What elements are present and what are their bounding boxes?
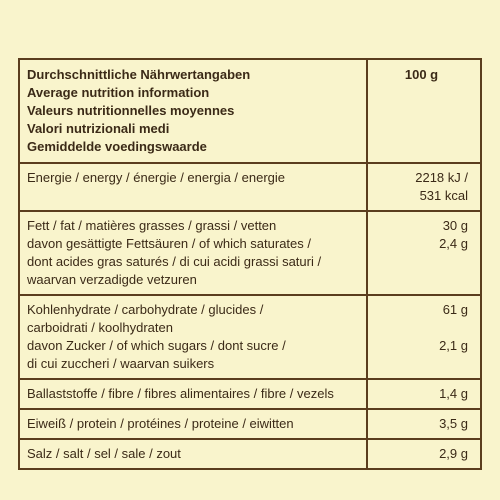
- label-line: waarvan verzadigde vetzuren: [27, 272, 197, 287]
- label-line: Kohlenhydrate / carbohydrate / glucides …: [27, 302, 264, 317]
- value-block: 2,9 g: [375, 445, 468, 463]
- value-block: 30 g: [375, 217, 468, 235]
- value-line: 531 kcal: [419, 188, 468, 203]
- label-line: dont acides gras saturés / di cui acidi …: [27, 254, 322, 269]
- nutrient-value: 30 g 2,4 g: [366, 210, 482, 296]
- nutrient-row: Fett / fat / matières grasses / grassi /…: [18, 210, 482, 296]
- value-block: 3,5 g: [375, 415, 468, 433]
- nutrient-value: 61 g 2,1 g: [366, 294, 482, 380]
- nutrient-value: 1,4 g: [366, 378, 482, 410]
- value-block: 1,4 g: [375, 385, 468, 403]
- label-block: Fett / fat / matières grasses / grassi /…: [27, 217, 359, 235]
- nutrient-label: Fett / fat / matières grasses / grassi /…: [18, 210, 368, 296]
- label-line: Fett / fat / matières grasses / grassi /…: [27, 218, 277, 233]
- value-line: 1,4 g: [439, 386, 468, 401]
- value-block: 2,1 g: [375, 337, 468, 373]
- nutrition-table: Durchschnittliche Nährwertangaben Average…: [18, 58, 482, 470]
- label-block: Salz / salt / sel / sale / zout: [27, 445, 359, 463]
- header-label: Valeurs nutritionnelles moyennes: [27, 103, 235, 118]
- nutrient-label: Ballaststoffe / fibre / fibres alimentai…: [18, 378, 368, 410]
- label-line: davon gesättigte Fettsäuren / of which s…: [27, 236, 311, 251]
- label-line: Eiweiß / protein / protéines / proteine …: [27, 416, 294, 431]
- nutrient-label: Kohlenhydrate / carbohydrate / glucides …: [18, 294, 368, 380]
- label-line: Salz / salt / sel / sale / zout: [27, 446, 181, 461]
- nutrient-row: Ballaststoffe / fibre / fibres alimentai…: [18, 378, 482, 410]
- value-line: 2,4 g: [439, 236, 468, 251]
- value-line: 30 g: [442, 218, 468, 233]
- label-block: Energie / energy / énergie / energia / e…: [27, 169, 359, 187]
- nutrient-label: Salz / salt / sel / sale / zout: [18, 438, 368, 470]
- value-block: 2218 kJ / 531 kcal: [375, 169, 468, 205]
- label-line: davon Zucker / of which sugars / dont su…: [27, 338, 286, 353]
- value-line: 3,5 g: [439, 416, 468, 431]
- label-block: davon Zucker / of which sugars / dont su…: [27, 337, 359, 373]
- label-line: Ballaststoffe / fibre / fibres alimentai…: [27, 386, 334, 401]
- value-block: 61 g: [375, 301, 468, 337]
- label-block: Eiweiß / protein / protéines / proteine …: [27, 415, 359, 433]
- nutrient-value: 2218 kJ / 531 kcal: [366, 162, 482, 212]
- header-value: 100 g: [366, 58, 482, 164]
- label-line: carboidrati / koolhydraten: [27, 320, 173, 335]
- header-label: Average nutrition information: [27, 85, 210, 100]
- header-label: Durchschnittliche Nährwertangaben: [27, 67, 251, 82]
- value-line: 2,9 g: [439, 446, 468, 461]
- label-line: di cui zuccheri / waarvan suikers: [27, 356, 215, 371]
- value-line: 2,1 g: [439, 338, 468, 353]
- nutrient-row: Energie / energy / énergie / energia / e…: [18, 162, 482, 212]
- value-block: 2,4 g: [375, 235, 468, 289]
- header-row: Durchschnittliche Nährwertangaben Average…: [18, 58, 482, 164]
- header-labels: Durchschnittliche Nährwertangaben Average…: [18, 58, 368, 164]
- nutrient-value: 2,9 g: [366, 438, 482, 470]
- header-label: Gemiddelde voedingswaarde: [27, 139, 207, 154]
- value-line: 61 g: [442, 302, 468, 317]
- nutrient-row: Salz / salt / sel / sale / zout 2,9 g: [18, 438, 482, 470]
- nutrient-label: Energie / energy / énergie / energia / e…: [18, 162, 368, 212]
- label-line: Energie / energy / énergie / energia / e…: [27, 170, 286, 185]
- nutrient-label: Eiweiß / protein / protéines / proteine …: [18, 408, 368, 440]
- value-line: 2218 kJ /: [415, 170, 468, 185]
- label-block: davon gesättigte Fettsäuren / of which s…: [27, 235, 359, 289]
- nutrient-row: Eiweiß / protein / protéines / proteine …: [18, 408, 482, 440]
- nutrient-row: Kohlenhydrate / carbohydrate / glucides …: [18, 294, 482, 380]
- header-label: Valori nutrizionali medi: [27, 121, 170, 136]
- nutrient-value: 3,5 g: [366, 408, 482, 440]
- label-block: Ballaststoffe / fibre / fibres alimentai…: [27, 385, 359, 403]
- label-block: Kohlenhydrate / carbohydrate / glucides …: [27, 301, 359, 337]
